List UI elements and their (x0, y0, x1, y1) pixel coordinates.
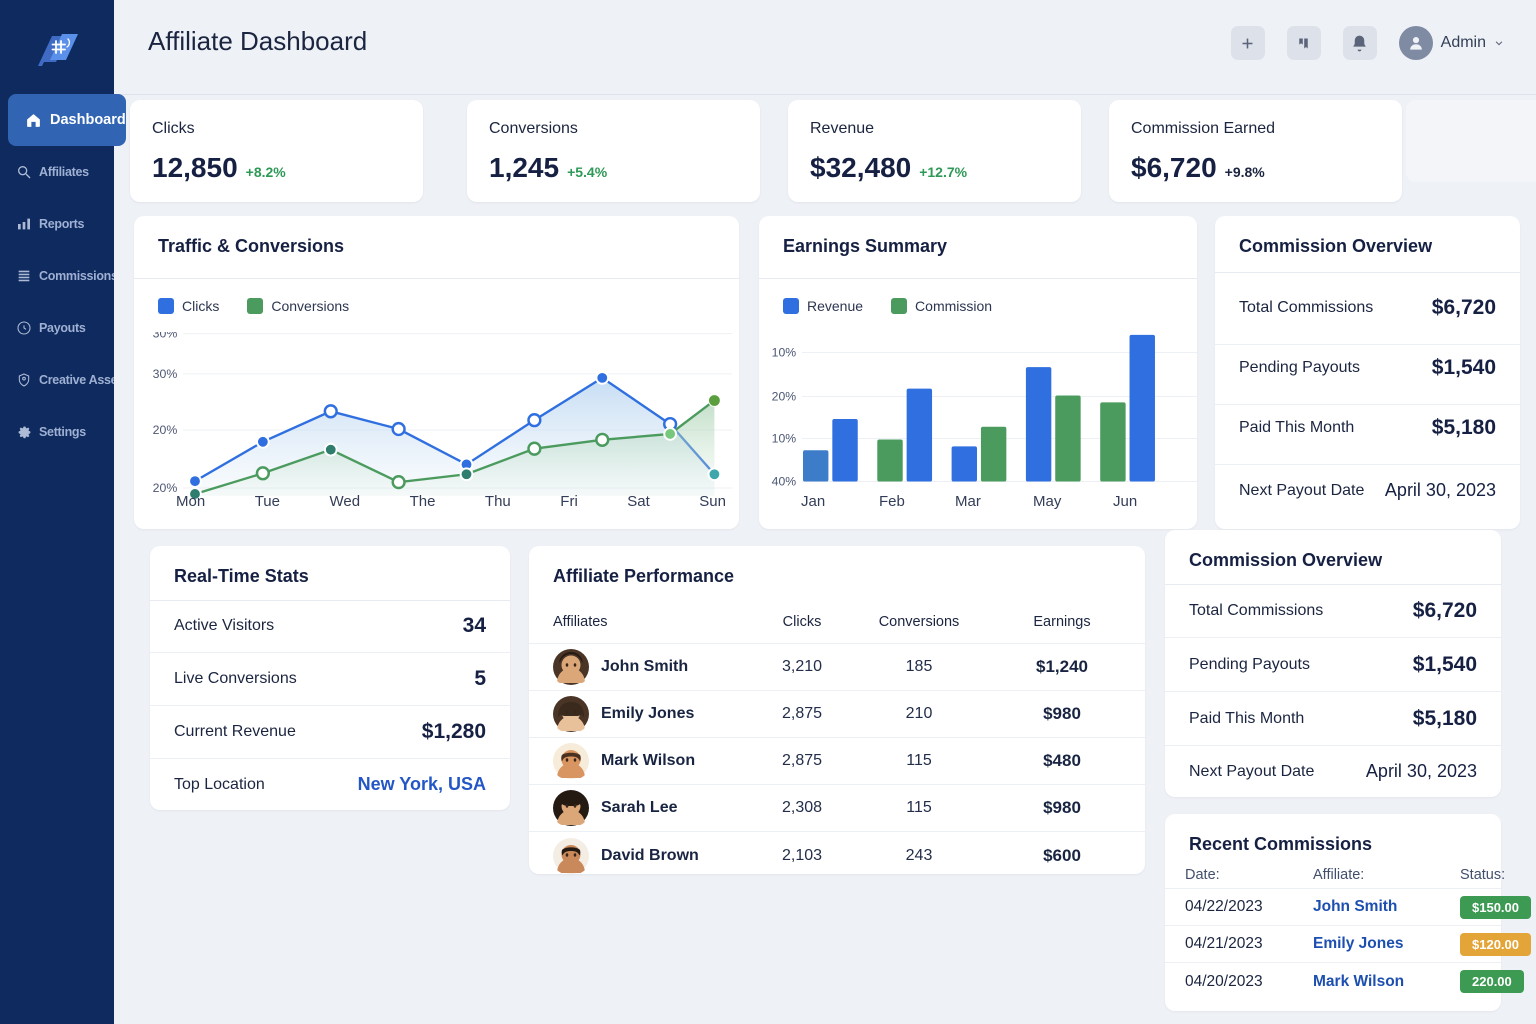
svg-text:10%: 10% (772, 431, 797, 445)
svg-text:30%: 30% (153, 367, 178, 381)
svg-text:20%: 20% (153, 481, 178, 495)
svg-text:40%: 40% (772, 474, 797, 488)
svg-text:10%: 10% (772, 345, 797, 359)
svg-text:30%: 30% (153, 332, 178, 341)
svg-text:20%: 20% (772, 389, 797, 403)
svg-text:20%: 20% (153, 423, 178, 437)
